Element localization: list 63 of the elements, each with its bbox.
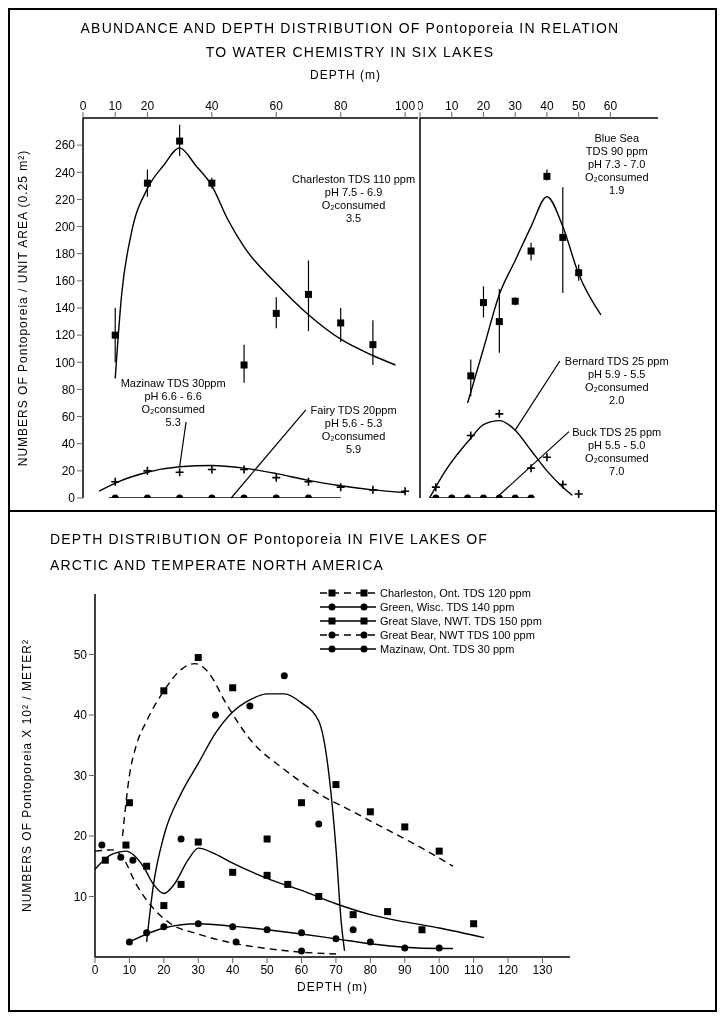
legend-label: Mazinaw, Ont. TDS 30 ppm (380, 643, 515, 655)
legend-label: Green, Wisc. TDS 140 ppm (380, 601, 515, 613)
x-tick-label: 120 (498, 962, 519, 977)
x-tick-label: 40 (540, 99, 554, 113)
x-tick-label: 100 (395, 99, 416, 113)
x-tick-label: 20 (157, 962, 171, 977)
legend-label: Great Bear, NWT TDS 100 ppm (380, 629, 535, 641)
x-tick-label: 60 (269, 99, 284, 113)
x-tick-label: 20 (476, 99, 491, 113)
y-tick-label: 50 (73, 647, 88, 662)
chart-title: DEPTH DISTRIBUTION OF Pontoporeia IN FIVE LAKES OF ARCTIC AND TEMPERATE NORTH AMERICA (50, 530, 490, 575)
legend-label: Great Slave, NWT. TDS 150 ppm (380, 615, 542, 627)
y-tick-label: 80 (61, 382, 76, 397)
annotation: Buck TDS 25 ppm pH 5.5 - 5.0 O₂consumed 7.0 (572, 425, 662, 477)
x-tick-label: 70 (329, 962, 343, 977)
x-tick-label: 40 (205, 99, 219, 113)
y-tick-label: 140 (54, 301, 76, 316)
y-tick-label: 40 (73, 708, 88, 723)
annotation: Blue Sea TDS 90 ppm pH 7.3 - 7.0 O₂consumed 1.9 (584, 132, 649, 197)
x-axis-title: DEPTH (m) (310, 68, 381, 82)
y-tick-label: 180 (54, 246, 76, 261)
y-tick-label: 10 (73, 889, 88, 904)
y-axis-title: NUMBERS OF Pontoporeia X 10² / METER² (20, 638, 35, 913)
y-axis-title: NUMBERS OF Pontoporeia / UNIT AREA (0.25 m²) (16, 149, 31, 467)
x-tick-label: 10 (108, 99, 123, 113)
y-tick-label: 160 (54, 274, 76, 289)
y-tick-label: 200 (54, 219, 76, 234)
x-tick-label: 0 (91, 962, 99, 977)
x-tick-label: 80 (334, 99, 348, 113)
annotation: Bernard TDS 25 ppm pH 5.9 - 5.5 O₂consumed 2.0 (564, 355, 669, 406)
y-tick-label: 60 (61, 409, 76, 424)
annotation: Charleston TDS 110 ppm pH 7.5 - 6.9 O₂consumed 3.5 (292, 173, 416, 225)
x-tick-label: 90 (398, 962, 412, 977)
x-tick-label: 50 (571, 99, 586, 113)
x-tick-label: 60 (603, 99, 618, 113)
legend-label: Charleston, Ont. TDS 120 ppm (380, 587, 531, 599)
y-tick-label: 20 (61, 464, 76, 479)
x-tick-label: 20 (140, 99, 155, 113)
x-tick-label: 80 (363, 962, 378, 977)
y-tick-label: 120 (54, 328, 76, 343)
annotation: Mazinaw TDS 30ppm pH 6.6 - 6.6 O₂consumed 5.3 (120, 376, 226, 428)
y-tick-label: 0 (68, 491, 76, 506)
x-tick-label: 10 (445, 99, 459, 113)
y-tick-label: 100 (54, 355, 76, 370)
x-tick-label: 50 (260, 962, 275, 977)
x-axis-title: DEPTH (m) (297, 980, 368, 994)
x-tick-label: 110 (464, 962, 484, 977)
x-tick-label: 30 (191, 962, 206, 977)
chart-title: ABUNDANCE AND DEPTH DISTRIBUTION OF Pontoporeia IN RELATION TO WATER CHEMISTRY IN SIX LAKES (80, 19, 620, 62)
x-tick-label: 60 (294, 962, 309, 977)
x-tick-label: 0 (416, 99, 424, 113)
y-tick-label: 260 (54, 138, 76, 153)
x-tick-label: 100 (429, 962, 450, 977)
y-tick-label: 20 (73, 829, 88, 844)
y-tick-label: 30 (73, 768, 88, 783)
y-tick-label: 240 (54, 165, 76, 180)
x-tick-label: 130 (532, 962, 553, 977)
x-tick-label: 40 (226, 962, 240, 977)
annotation: Fairy TDS 20ppm pH 5.6 - 5.3 O₂consumed 5.9 (310, 403, 397, 455)
x-tick-label: 10 (122, 962, 137, 977)
x-tick-label: 30 (508, 99, 523, 113)
y-tick-label: 40 (61, 436, 76, 451)
y-tick-label: 220 (54, 192, 76, 207)
